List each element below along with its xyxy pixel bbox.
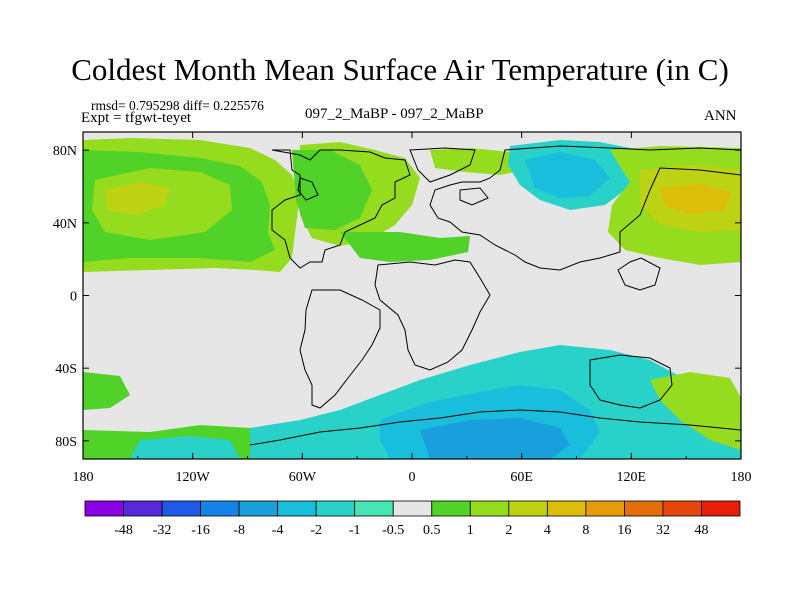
legend-label: -8 [233, 523, 245, 538]
outline-africa [374, 259, 491, 371]
legend-label: 4 [544, 523, 551, 538]
lat-tick-label: 40N [53, 217, 77, 232]
anomaly-region-nw-pacific-hot [660, 184, 730, 214]
experiment-label: Expt = tfgwt-teyet [81, 110, 192, 126]
anomaly-region-arctic-eurasia-inner [525, 152, 610, 198]
legend-swatch [392, 500, 433, 517]
map-title: Coldest Month Mean Surface Air Temperatu… [71, 52, 729, 87]
legend-swatch [624, 500, 664, 517]
lon-tick-label: 120E [617, 470, 647, 485]
outline-antarctica [249, 409, 741, 446]
legend-label: -48 [114, 523, 133, 538]
legend-swatch [200, 500, 240, 517]
outline-south-america [299, 289, 381, 409]
legend-label: -4 [272, 523, 284, 538]
legend-swatch [546, 500, 587, 517]
outline-asia-east-coast [617, 257, 661, 291]
outline-eurasia [429, 145, 741, 271]
anomaly-region-antarctic-cold [420, 418, 570, 459]
legend-swatch [123, 500, 163, 517]
comparison-label: 097_2_MaBP - 097_2_MaBP [305, 106, 484, 122]
anomaly-region-s-indian-green [650, 372, 741, 450]
legend-label: -16 [191, 523, 210, 538]
legend-swatch [84, 500, 124, 517]
lat-tick-label: 80S [55, 435, 77, 450]
legend-swatch [662, 500, 702, 517]
anomaly-region-mid-atlantic [340, 232, 470, 262]
lon-tick-label: 60E [510, 470, 533, 485]
stats-text: rmsd= 0.795298 diff= 0.225576 [91, 98, 264, 113]
season-label: ANN [704, 108, 737, 124]
legend-swatch [354, 500, 394, 517]
anomaly-region-s-pacific-green [83, 372, 130, 410]
legend-label: 1 [467, 523, 474, 538]
legend-label: 2 [505, 523, 512, 538]
legend-swatch [585, 500, 625, 517]
legend-label: 16 [617, 523, 631, 538]
legend-swatch [277, 500, 317, 517]
legend-label: 0.5 [423, 523, 441, 538]
legend-swatch [508, 500, 548, 517]
axis-ticks: 180 120W 60W 0 60E 120E 180 80N 40N 0 40S 80S [53, 132, 752, 485]
outline-greenland [409, 147, 476, 183]
legend-swatch [701, 500, 741, 517]
legend-swatch [431, 500, 471, 517]
map-plot-area [83, 132, 741, 459]
lon-tick-label: 120W [176, 470, 211, 485]
outline-islands-north [297, 177, 489, 206]
anomaly-region-north-pacific-warm [105, 182, 170, 215]
legend-swatch [238, 500, 279, 517]
lat-tick-label: 40S [55, 362, 77, 377]
legend-label: -1 [349, 523, 361, 538]
lat-tick-label: 0 [70, 290, 77, 305]
continent-outlines [249, 145, 741, 446]
legend-label: 8 [582, 523, 589, 538]
lon-tick-label: 180 [73, 470, 94, 485]
lon-tick-label: 60W [289, 470, 317, 485]
outline-north-america [271, 149, 411, 269]
lon-tick-label: 180 [731, 470, 752, 485]
lon-tick-label: 0 [409, 470, 416, 485]
legend-label: 48 [694, 523, 708, 538]
lat-tick-label: 80N [53, 144, 77, 159]
anomaly-region-south-pacific-cyan [130, 436, 240, 459]
legend-swatch [161, 500, 201, 517]
legend-label: 32 [656, 523, 670, 538]
legend-label: -2 [310, 523, 322, 538]
anomaly-region-north-atlantic-inner [292, 150, 372, 230]
legend-swatch [315, 500, 356, 517]
legend-colorbar: -48 -32 -16 -8 -4 -2 -1 -0.5 0.5 1 2 4 8 16 32 48 [84, 500, 741, 538]
outline-australia [589, 354, 673, 409]
legend-label: -32 [153, 523, 172, 538]
legend-label: -0.5 [382, 523, 404, 538]
legend-swatch [469, 500, 510, 517]
